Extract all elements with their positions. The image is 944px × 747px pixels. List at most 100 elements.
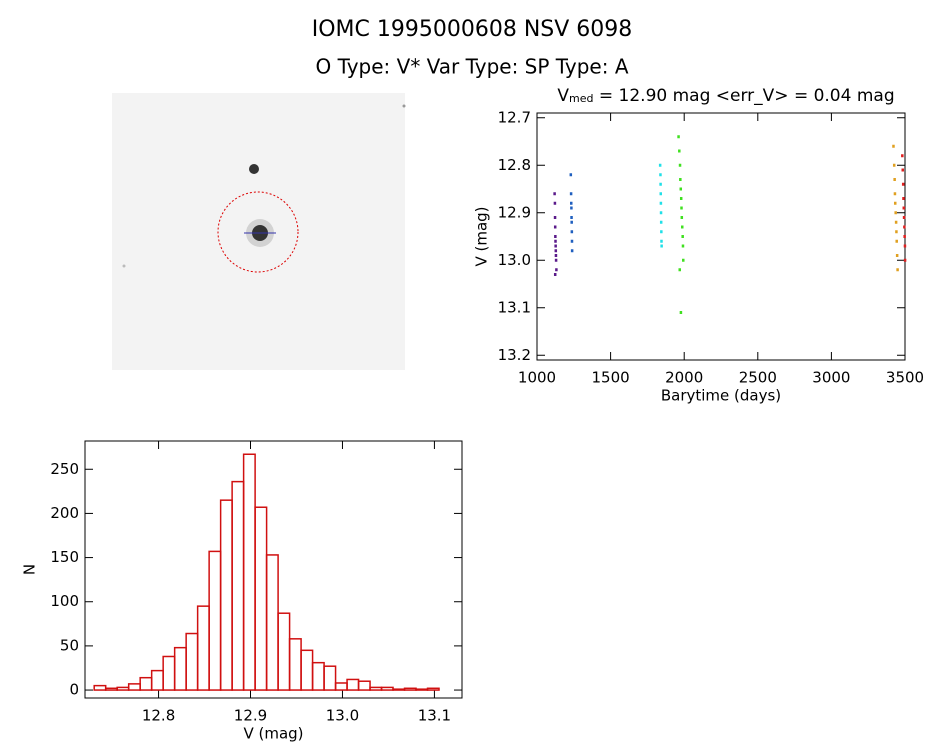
point [554, 244, 557, 248]
point [554, 235, 557, 238]
bar [196, 605, 210, 691]
point [570, 216, 573, 219]
bar [162, 655, 176, 691]
point [658, 163, 662, 167]
x-tick-label: 12.9 [234, 707, 267, 725]
point [892, 163, 896, 167]
point [553, 273, 557, 276]
x-tick-label: 2000 [665, 369, 703, 387]
x-tick-label: 13.0 [326, 707, 359, 725]
axes-frame [84, 440, 463, 699]
point [901, 182, 905, 186]
x-axis-label: V (mag) [243, 725, 303, 743]
point [553, 216, 557, 219]
y-tick-label: 13.2 [498, 346, 531, 364]
y-tick-label: 13.0 [498, 251, 531, 269]
y-tick-label: 12.8 [498, 156, 531, 174]
bar [346, 678, 360, 691]
point [660, 239, 663, 243]
point [902, 206, 906, 210]
point [679, 178, 682, 181]
point [553, 201, 557, 205]
point [680, 216, 684, 219]
point [679, 311, 683, 314]
point [554, 258, 558, 262]
bar [334, 682, 348, 691]
x-tick-label: 1500 [592, 369, 630, 387]
bar [357, 680, 371, 691]
point [569, 173, 573, 177]
point [901, 154, 904, 158]
y-tick-label: 13.1 [498, 298, 531, 316]
point [570, 249, 574, 253]
bar [311, 661, 325, 691]
x-tick-label: 13.1 [418, 707, 451, 725]
bar [150, 669, 164, 691]
point [895, 254, 899, 257]
chart-title: Vmed = 12.90 mag <err_V> = 0.04 mag [557, 86, 894, 106]
chart-title-part: V [557, 86, 569, 106]
y-tick-label: 50 [60, 636, 79, 654]
point [659, 173, 662, 177]
bar [242, 453, 256, 691]
bar [300, 649, 314, 691]
point [554, 249, 558, 253]
bar [104, 687, 118, 691]
point [903, 225, 906, 229]
point [893, 192, 897, 196]
point [679, 187, 683, 191]
axes-frame [536, 112, 906, 361]
point [570, 230, 574, 234]
point [660, 230, 663, 234]
point [570, 239, 574, 243]
point [902, 216, 906, 219]
bar [173, 646, 187, 691]
bar [369, 686, 383, 691]
point [893, 178, 896, 181]
x-tick-label: 2500 [739, 369, 777, 387]
point [678, 163, 682, 167]
x-tick-label: 3000 [812, 369, 850, 387]
y-tick-label: 12.7 [498, 108, 531, 126]
bar [392, 688, 406, 691]
point [680, 225, 684, 229]
point [659, 220, 663, 224]
point [659, 201, 663, 205]
bar [254, 506, 268, 691]
point [679, 197, 683, 200]
point [892, 144, 895, 148]
point [680, 206, 683, 210]
point [681, 235, 684, 238]
bar [277, 612, 291, 691]
x-tick-label: 12.8 [142, 707, 175, 725]
point [570, 206, 573, 210]
point [555, 268, 558, 272]
point [895, 230, 898, 234]
point [570, 201, 573, 205]
bar [380, 686, 394, 691]
point [659, 182, 662, 186]
chart-title-part: med [569, 92, 593, 105]
bar [93, 684, 107, 691]
point [659, 192, 663, 196]
y-tick-label: 200 [50, 504, 79, 522]
bar [208, 550, 222, 691]
x-tick-label: 3500 [886, 369, 924, 387]
y-tick-label: 100 [50, 592, 79, 610]
y-axis-label: N [21, 564, 39, 575]
bar [116, 686, 130, 691]
point [901, 168, 904, 172]
point [902, 197, 905, 200]
point [553, 225, 557, 229]
bar [265, 554, 279, 691]
page-subtitle: O Type: V* Var Type: SP Type: A [316, 55, 629, 79]
point [659, 211, 663, 215]
point [894, 220, 898, 224]
point [893, 201, 897, 205]
chart-title-part: = 12.90 mag <err_V> = 0.04 mag [593, 86, 894, 106]
x-tick-label: 1000 [518, 369, 556, 387]
point [678, 149, 681, 153]
bar [415, 688, 429, 691]
point [682, 258, 685, 262]
